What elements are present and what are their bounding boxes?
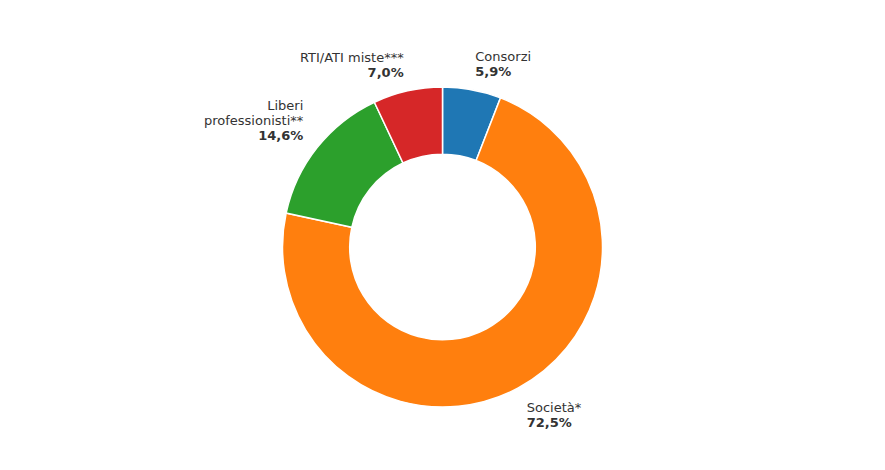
category-label-line: Consorzi xyxy=(475,49,531,64)
slice xyxy=(374,87,442,163)
category-label-line: professionisti** xyxy=(204,113,304,128)
category-label: RTI/ATI miste*** xyxy=(300,50,404,65)
category-label-line: Liberi xyxy=(267,98,303,113)
value-label: 14,6% xyxy=(258,128,303,143)
value-label: 7,0% xyxy=(368,65,404,80)
chart-svg: Consorzi5,9% Società*72,5% Liberiprofessio… xyxy=(0,0,885,470)
slices xyxy=(282,87,602,407)
category-label: Consorzi xyxy=(475,49,531,64)
slice-label: RTI/ATI miste***7,0% xyxy=(300,50,404,80)
value-label: 5,9% xyxy=(475,64,511,79)
value-label: 72,5% xyxy=(527,415,572,430)
slice-label: Consorzi5,9% xyxy=(475,49,531,79)
slice-label: Liberiprofessionisti**14,6% xyxy=(204,98,304,143)
category-label-line: Società* xyxy=(527,400,582,415)
category-label: Società* xyxy=(527,400,582,415)
chart-container: Consorzi5,9% Società*72,5% Liberiprofessio… xyxy=(0,0,885,470)
plot-area: Consorzi5,9% Società*72,5% Liberiprofessio… xyxy=(204,49,603,430)
category-label: Liberiprofessionisti** xyxy=(204,98,304,128)
slice-label: Società*72,5% xyxy=(527,400,582,430)
labels: Consorzi5,9% Società*72,5% Liberiprofessio… xyxy=(204,49,582,430)
category-label-line: RTI/ATI miste*** xyxy=(300,50,404,65)
